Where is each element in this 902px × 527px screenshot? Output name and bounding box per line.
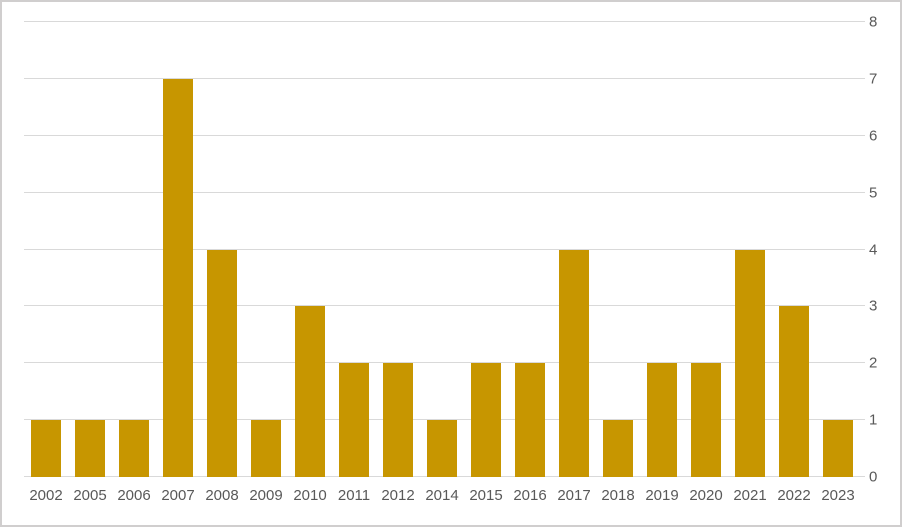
x-tick-label: 2018: [601, 487, 635, 504]
gridline: [24, 305, 865, 307]
x-tick-label: 2007: [161, 487, 195, 504]
x-tick-label: 2010: [293, 487, 327, 504]
x-tick-label: 2019: [645, 487, 679, 504]
x-tick-label: 2005: [73, 487, 107, 504]
bar: [295, 306, 325, 477]
x-tick-label: 2020: [689, 487, 723, 504]
gridline: [24, 134, 865, 136]
bar: [735, 249, 765, 477]
x-tick-label: 2021: [733, 487, 767, 504]
y-tick-label: 4: [869, 241, 878, 258]
x-tick-label: 2006: [117, 487, 151, 504]
y-axis: 0 1 2 3 4 5 6 7 8: [869, 15, 899, 485]
x-tick-label: 2014: [425, 487, 459, 504]
bar: [823, 420, 853, 477]
bar: [119, 420, 149, 477]
x-tick-label: 2008: [205, 487, 239, 504]
x-axis: 2002 2005 2006 2007 2008 2009 2010 2011 2012 2014…: [29, 485, 855, 506]
gridline: [24, 419, 865, 421]
y-tick-label: 8: [869, 13, 878, 31]
gridline: [24, 21, 865, 22]
bar: [383, 363, 413, 477]
bars-container: [31, 22, 853, 477]
bar: [31, 420, 61, 477]
y-tick-label: 0: [869, 468, 878, 486]
bar: [691, 363, 721, 477]
gridline: [24, 248, 865, 250]
x-tick-label: 2015: [469, 487, 503, 504]
x-tick-label: 2002: [29, 487, 63, 504]
bar: [163, 78, 193, 477]
x-tick-label: 2011: [337, 487, 371, 504]
y-tick-label: 6: [869, 127, 878, 145]
bar: [427, 420, 457, 477]
bar: [471, 363, 501, 477]
x-tick-label: 2022: [777, 487, 811, 504]
bar: [779, 306, 809, 477]
bar: [251, 420, 281, 477]
y-tick-label: 2: [869, 354, 878, 372]
gridline: [24, 362, 865, 364]
x-tick-label: 2016: [513, 487, 547, 504]
bar: [515, 363, 545, 477]
bar: [207, 249, 237, 477]
x-tick-label: 2009: [249, 487, 283, 504]
bar: [559, 249, 589, 477]
bar: [603, 420, 633, 477]
gridline: [24, 191, 865, 193]
bar: [647, 363, 677, 477]
y-tick-label: 5: [869, 184, 878, 202]
plot-area: [24, 21, 865, 477]
y-tick-label: 1: [869, 411, 878, 429]
bar: [75, 420, 105, 477]
x-tick-label: 2023: [821, 487, 855, 504]
y-tick-label: 7: [869, 70, 878, 88]
gridline: [24, 77, 865, 79]
bar: [339, 363, 369, 477]
y-tick-label: 3: [869, 297, 878, 315]
x-tick-label: 2012: [381, 487, 415, 504]
x-tick-label: 2017: [557, 487, 591, 504]
